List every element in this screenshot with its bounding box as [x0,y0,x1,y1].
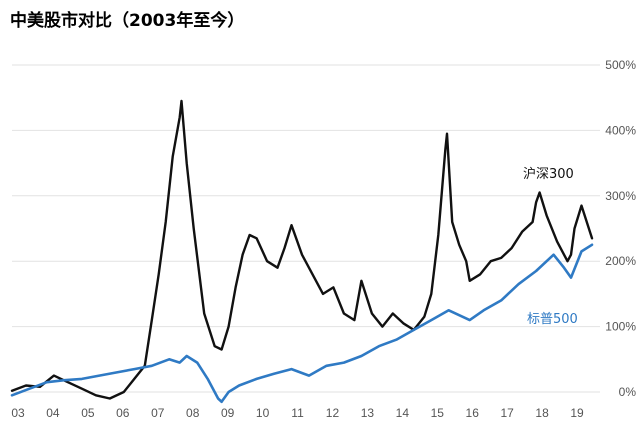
x-tick-label: 03 [11,406,25,420]
gridlines [12,64,600,393]
y-tick-label: 500% [605,58,636,72]
x-tick-label: 19 [570,406,584,420]
y-axis-ticks: 0% 100% 200% 300% 400% 500% [605,58,636,399]
x-tick-label: 18 [535,406,549,420]
y-tick-label: 0% [619,385,637,399]
x-tick-label: 11 [291,406,304,420]
x-tick-label: 15 [431,406,445,420]
x-tick-label: 13 [361,406,375,420]
y-tick-label: 100% [605,320,636,334]
x-tick-label: 12 [326,406,340,420]
x-tick-label: 04 [46,406,60,420]
x-tick-label: 09 [221,406,235,420]
x-tick-label: 05 [81,406,95,420]
series-line-csi300 [10,99,594,400]
x-tick-label: 10 [256,406,270,420]
series-line-sp500 [10,243,594,404]
series-label-sp500: 标普500 [527,312,578,327]
series-lines [10,99,594,404]
y-tick-label: 300% [605,189,636,203]
x-tick-label: 06 [116,406,130,420]
x-tick-label: 07 [151,406,165,420]
chart-title: 中美股市对比（2003年至今） [10,10,244,31]
x-tick-label: 14 [396,406,410,420]
y-tick-label: 400% [605,123,636,137]
series-label-csi300: 沪深300 [523,166,574,182]
x-tick-label: 16 [466,406,480,420]
x-tick-label: 17 [500,406,514,420]
x-tick-label: 08 [186,406,200,420]
x-axis-ticks: 03 04 05 06 07 08 09 10 11 12 13 14 15 16 17 18 19 [11,406,584,420]
y-tick-label: 200% [605,254,636,268]
